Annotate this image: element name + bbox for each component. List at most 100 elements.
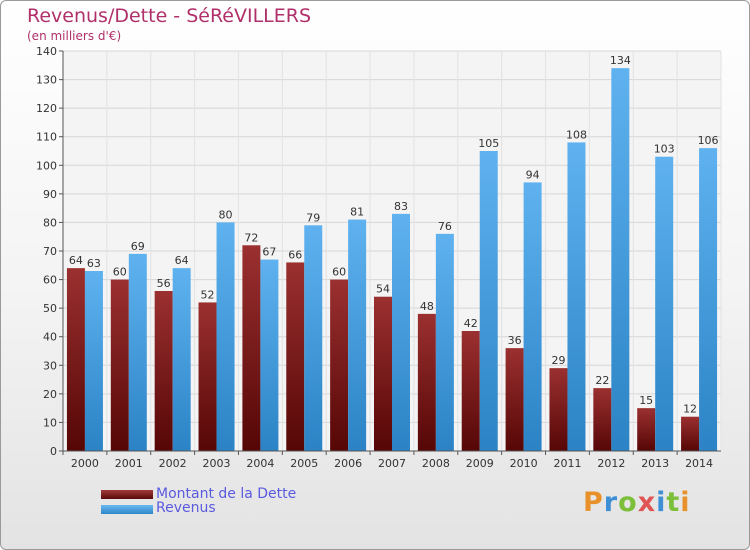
bar-revenus [304,225,323,451]
chart-title: Revenus/Dette - SéRéVILLERS [27,5,312,27]
x-tick-label: 2003 [203,457,231,470]
x-tick-label: 2000 [71,457,99,470]
y-tick-label: 40 [43,331,57,344]
data-label-revenus: 81 [350,206,364,219]
bar-revenus [479,151,498,451]
x-tick-label: 2006 [334,457,362,470]
data-label-revenus: 108 [566,128,587,141]
data-label-dette: 12 [683,403,697,416]
data-label-revenus: 106 [698,134,719,147]
bar-revenus [172,268,191,451]
bar-revenus [84,271,103,451]
x-tick-label: 2009 [466,457,494,470]
bar-revenus [260,259,279,451]
data-label-dette: 64 [69,254,83,267]
data-label-revenus: 103 [654,143,675,156]
bar-revenus [435,233,454,451]
logo-letter: i [656,487,667,518]
data-label-dette: 72 [244,231,258,244]
logo-letter: o [618,487,638,518]
bar-dette [593,388,612,451]
y-tick-label: 50 [43,302,57,315]
bar-revenus [216,222,235,451]
chart-subtitle: (en milliers d'€) [27,29,122,43]
bar-dette [66,268,85,451]
data-label-dette: 56 [157,277,171,290]
data-label-revenus: 80 [219,208,233,221]
data-label-dette: 36 [508,334,522,347]
y-tick-label: 100 [36,159,57,172]
bar-revenus [567,142,586,451]
bar-dette [417,313,436,451]
data-label-dette: 42 [464,317,478,330]
data-label-dette: 54 [376,283,390,296]
legend-label-revenus: Revenus [156,500,216,516]
data-label-revenus: 94 [526,168,540,181]
y-tick-label: 110 [36,131,57,144]
data-label-revenus: 63 [87,257,101,270]
data-label-revenus: 79 [306,211,320,224]
data-label-revenus: 76 [438,220,452,233]
y-tick-label: 0 [50,445,57,458]
y-tick-label: 130 [36,74,57,87]
x-tick-label: 2004 [246,457,274,470]
y-tick-label: 20 [43,388,57,401]
bar-dette [242,245,261,451]
data-label-dette: 15 [639,394,653,407]
x-tick-label: 2005 [290,457,318,470]
data-label-dette: 66 [288,248,302,261]
bar-dette [637,408,656,451]
bar-dette [286,262,305,451]
bar-revenus [611,68,630,452]
data-label-revenus: 83 [394,200,408,213]
data-label-dette: 60 [113,266,127,279]
y-tick-label: 60 [43,274,57,287]
x-tick-label: 2001 [115,457,143,470]
data-label-dette: 22 [595,374,609,387]
x-tick-label: 2012 [597,457,625,470]
y-tick-label: 70 [43,245,57,258]
y-tick-label: 30 [43,359,57,372]
y-tick-label: 120 [36,102,57,115]
axes: 0 10 20 30 40 50 60 70 80 90 100 110 120 130 140 2000 20… [36,45,721,470]
bar-revenus [523,182,542,451]
y-tick-label: 80 [43,216,57,229]
data-label-revenus: 134 [610,54,631,67]
legend-swatch-dette [101,490,153,499]
y-tick-label: 10 [43,416,57,429]
bar-revenus [392,213,410,451]
bar-dette [154,291,173,451]
logo-letter: r [603,487,619,518]
legend-label-dette: Montant de la Dette [156,486,297,502]
bar-dette [330,279,349,451]
x-tick-label: 2010 [510,457,538,470]
data-label-revenus: 105 [478,137,499,150]
bar-revenus [655,156,674,451]
bar-dette [461,331,480,451]
bar-revenus [128,253,147,451]
logo-letter: t [666,487,681,518]
bar-dette [681,416,700,451]
bar-dette [549,368,568,451]
y-tick-label: 140 [36,45,57,58]
data-label-dette: 29 [551,354,565,367]
logo-letter: i [680,487,691,518]
y-tick-label: 90 [43,188,57,201]
data-label-revenus: 67 [262,246,276,259]
legend-swatch-revenus [101,505,153,514]
x-tick-label: 2011 [553,457,581,470]
bars: 64 63 60 69 56 64 52 80 72 67 66 79 60 81 54 83 48 76 42 10… [66,54,719,452]
bar-dette [505,348,524,451]
x-tick-label: 2007 [378,457,406,470]
data-label-dette: 48 [420,300,434,313]
proxiti-logo: Proxiti [583,487,691,518]
logo-letter: P [583,487,604,518]
bar-revenus [348,219,367,451]
x-tick-label: 2002 [159,457,187,470]
bar-dette [374,296,392,451]
data-label-dette: 52 [201,288,215,301]
x-tick-label: 2014 [685,457,713,470]
bar-revenus [699,148,718,451]
